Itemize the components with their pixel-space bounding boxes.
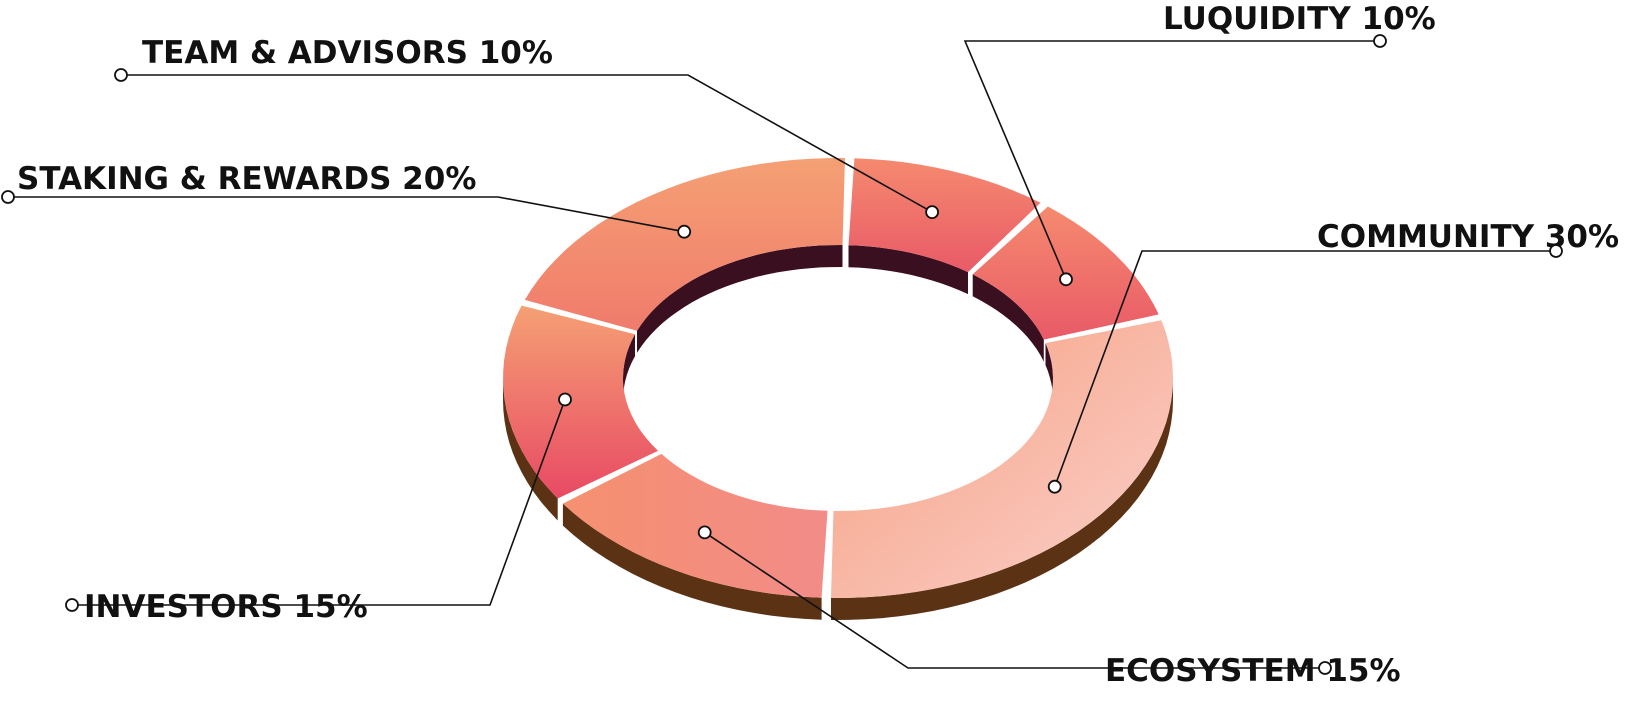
slice-outer-side-community xyxy=(831,378,1173,620)
anchor-dot-ecosystem xyxy=(697,525,712,540)
leader-line-investors xyxy=(72,399,566,606)
leader-line-team-advisors xyxy=(121,74,933,213)
anchor-dot-team-advisors xyxy=(925,205,939,220)
slice-label-ecosystem: ECOSYSTEM 15% xyxy=(1105,653,1401,689)
leader-lines xyxy=(1,34,1563,675)
slice-label-staking-rewards: STAKING & REWARDS 20% xyxy=(17,161,476,197)
slice-inner-side-luquidity xyxy=(972,274,1044,362)
slice-inner-side-investors xyxy=(623,334,635,400)
leader-line-luquidity xyxy=(963,40,1380,280)
donut-ring xyxy=(503,158,1173,620)
leader-line-community xyxy=(1053,250,1556,487)
end-dot-staking-rewards xyxy=(1,190,15,204)
slice-label-team-advisors: TEAM & ADVISORS 10% xyxy=(142,35,553,71)
end-dot-community xyxy=(1549,244,1563,258)
anchor-dot-staking-rewards xyxy=(677,224,692,239)
slice-investors xyxy=(503,305,659,499)
slice-inner-side-team-advisors xyxy=(848,245,968,295)
end-dot-investors xyxy=(65,598,79,612)
leader-line-ecosystem xyxy=(704,531,1325,669)
slice-inner-side-community xyxy=(1045,343,1053,400)
slice-outer-side-investors xyxy=(503,378,558,521)
slice-label-community: COMMUNITY 30% xyxy=(1317,219,1619,255)
end-dot-ecosystem xyxy=(1318,661,1332,675)
slice-inner-side-staking-rewards xyxy=(637,245,843,353)
slice-ecosystem xyxy=(562,453,828,598)
anchor-dot-community xyxy=(1047,479,1062,494)
slice-label-investors: INVESTORS 15% xyxy=(84,589,368,625)
end-dot-luquidity xyxy=(1373,34,1387,48)
slice-team-advisors xyxy=(848,158,1041,273)
anchor-dot-investors xyxy=(558,392,572,407)
end-dot-team-advisors xyxy=(114,68,128,82)
slice-outer-side-ecosystem xyxy=(562,503,822,620)
slice-community xyxy=(831,320,1173,598)
leader-line-staking-rewards xyxy=(8,196,685,233)
slice-label-luquidity: LUQUIDITY 10% xyxy=(1163,1,1436,37)
anchor-dot-luquidity xyxy=(1059,272,1073,287)
slice-staking-rewards xyxy=(524,158,845,331)
chart-labels: LUQUIDITY 10% COMMUNITY 30% ECOSYSTEM 15… xyxy=(17,1,1619,689)
